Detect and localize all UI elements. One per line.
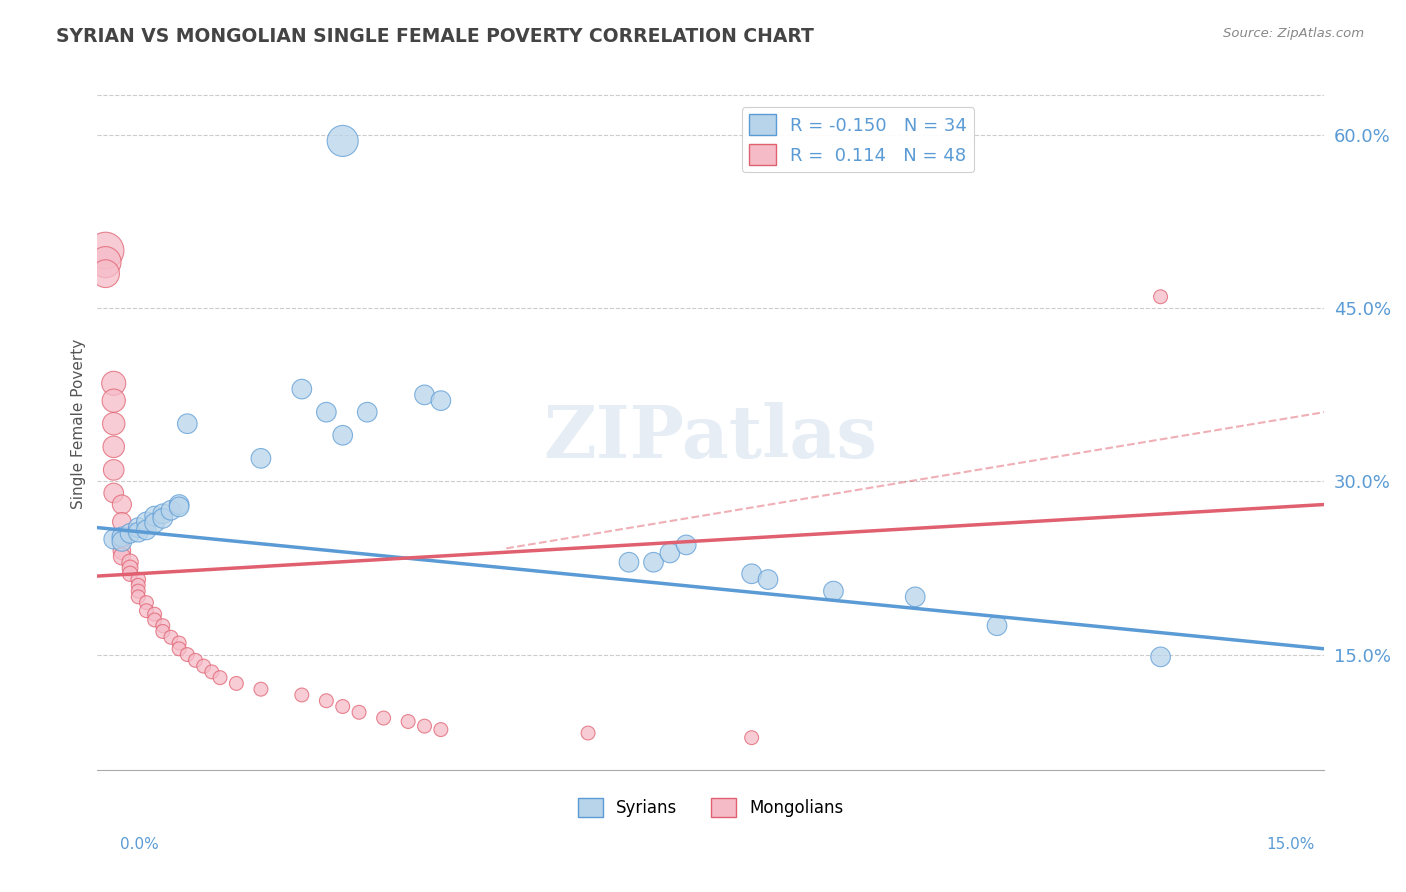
Point [167,500,190,514]
Point [225,676,247,690]
Point [120,561,142,575]
Point [193,659,215,673]
Point [413,719,436,733]
Point [111,498,134,512]
Point [576,726,599,740]
Point [135,515,157,529]
Point [430,393,453,408]
Point [1149,649,1171,664]
Point [176,417,198,431]
Point [823,584,845,599]
Point [103,463,125,477]
Point [111,534,134,549]
Point [430,723,453,737]
Point [250,682,273,697]
Point [143,509,166,524]
Point [143,607,166,622]
Point [127,573,149,587]
Point [135,596,157,610]
Point [152,507,174,521]
Point [127,590,149,604]
Point [111,549,134,564]
Point [167,498,190,512]
Point [94,267,117,281]
Point [111,515,134,529]
Point [332,699,354,714]
Point [127,525,149,540]
Point [103,532,125,546]
Point [143,516,166,530]
Point [103,376,125,391]
Text: SYRIAN VS MONGOLIAN SINGLE FEMALE POVERTY CORRELATION CHART: SYRIAN VS MONGOLIAN SINGLE FEMALE POVERT… [56,27,814,45]
Point [184,653,207,667]
Point [127,520,149,534]
Point [143,613,166,627]
Point [135,523,157,537]
Point [413,388,436,402]
Point [250,451,273,466]
Point [111,543,134,558]
Point [103,417,125,431]
Point [986,618,1008,632]
Point [756,573,779,587]
Point [741,731,763,745]
Text: Source: ZipAtlas.com: Source: ZipAtlas.com [1223,27,1364,40]
Point [347,706,370,720]
Point [332,428,354,442]
Point [167,636,190,650]
Point [291,382,314,396]
Point [127,584,149,599]
Point [373,711,395,725]
Point [111,532,134,546]
Point [127,578,149,592]
Point [617,555,640,569]
Point [152,511,174,525]
Point [1149,290,1171,304]
Point [160,503,183,517]
Point [675,538,697,552]
Point [291,688,314,702]
Point [94,244,117,258]
Text: 15.0%: 15.0% [1267,837,1315,852]
Point [103,486,125,500]
Text: ZIPatlas: ZIPatlas [544,402,877,473]
Legend: Syrians, Mongolians: Syrians, Mongolians [571,791,851,824]
Text: 0.0%: 0.0% [120,837,159,852]
Point [315,405,337,419]
Point [201,665,224,679]
Point [208,671,231,685]
Point [332,134,354,148]
Point [904,590,927,604]
Point [120,566,142,581]
Point [103,440,125,454]
Point [160,630,183,644]
Point [658,546,681,560]
Point [152,624,174,639]
Point [315,694,337,708]
Point [176,648,198,662]
Point [152,618,174,632]
Point [135,604,157,618]
Point [356,405,378,419]
Point [120,555,142,569]
Point [741,566,763,581]
Point [120,526,142,541]
Point [396,714,419,729]
Point [643,555,665,569]
Y-axis label: Single Female Poverty: Single Female Poverty [72,339,86,508]
Point [111,530,134,544]
Point [94,255,117,269]
Point [103,393,125,408]
Point [167,641,190,656]
